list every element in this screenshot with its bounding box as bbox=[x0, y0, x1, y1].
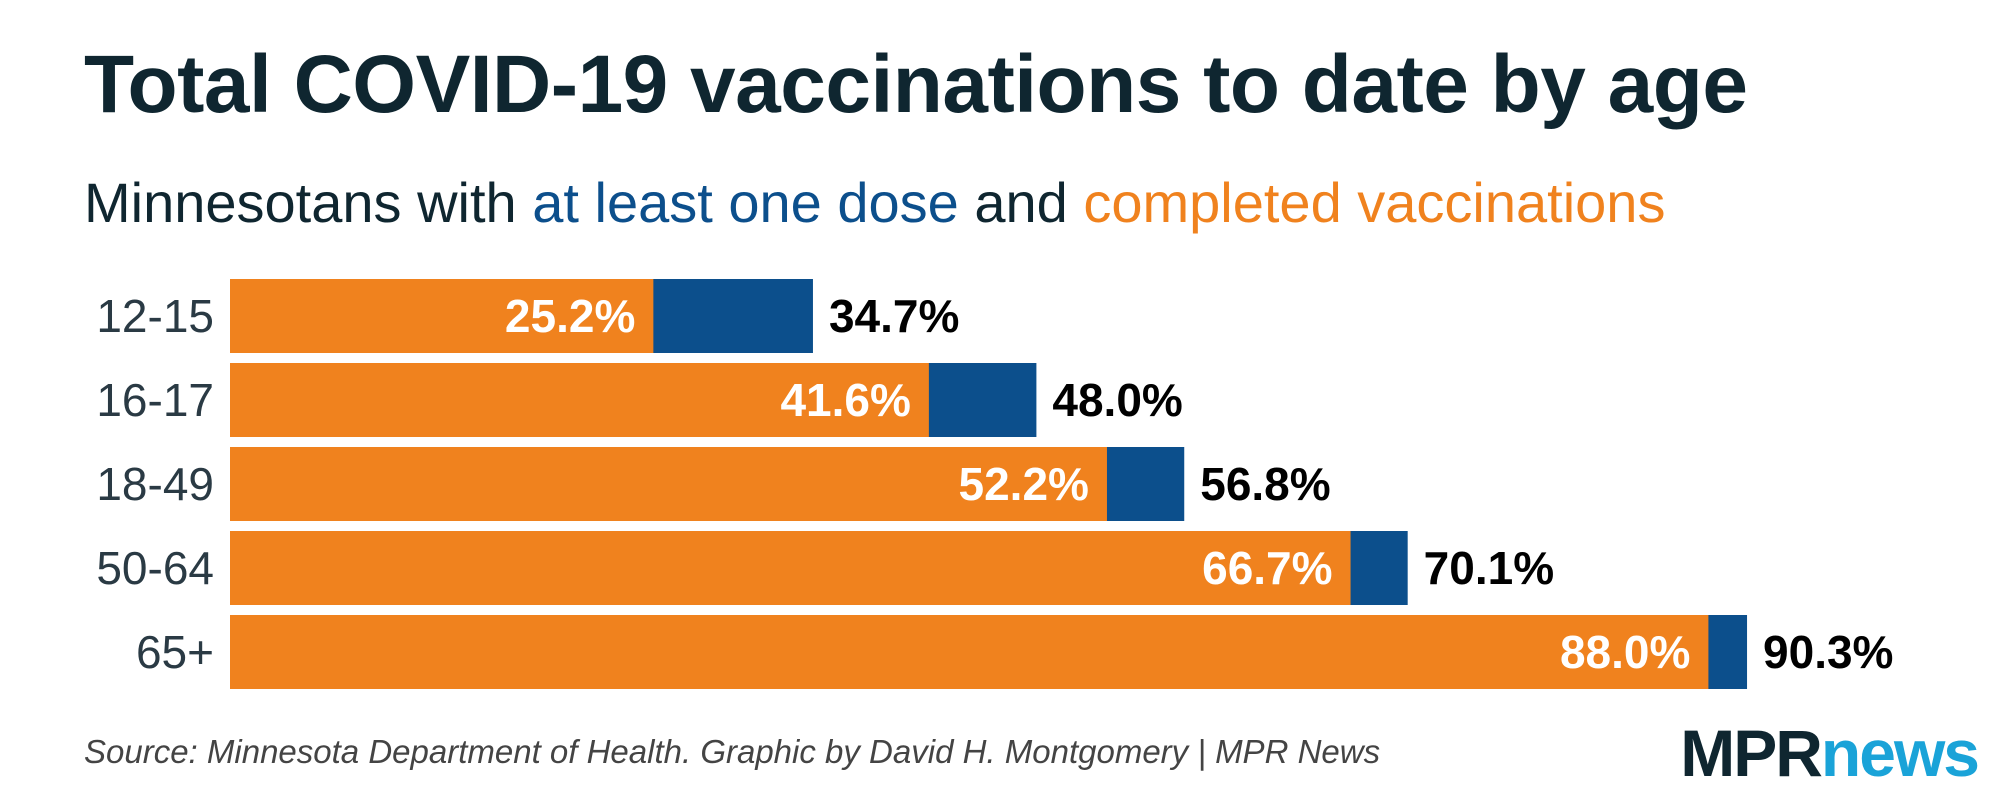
chart-subtitle: Minnesotans with at least one dose and c… bbox=[84, 170, 1665, 235]
completed-value-label-65+: 88.0% bbox=[1560, 626, 1690, 678]
category-label-18-49: 18-49 bbox=[96, 458, 214, 510]
completed-value-label-50-64: 66.7% bbox=[1202, 542, 1332, 594]
mpr-news-logo: MPRnews bbox=[1680, 715, 1980, 791]
category-label-16-17: 16-17 bbox=[96, 374, 214, 426]
dose-value-label-12-15: 34.7% bbox=[829, 290, 959, 342]
dose-value-label-16-17: 48.0% bbox=[1052, 374, 1182, 426]
completed-bar-12-15 bbox=[230, 279, 654, 353]
completed-bar-65+ bbox=[230, 615, 1709, 689]
subtitle-completed-legend: completed vaccinations bbox=[1083, 171, 1666, 234]
completed-value-label-16-17: 41.6% bbox=[780, 374, 910, 426]
dose-value-label-50-64: 70.1% bbox=[1424, 542, 1554, 594]
source-note: Source: Minnesota Department of Health. … bbox=[84, 733, 1381, 770]
subtitle-prefix: Minnesotans with bbox=[84, 171, 517, 234]
dose-value-label-18-49: 56.8% bbox=[1200, 458, 1330, 510]
category-label-65+: 65+ bbox=[136, 626, 214, 678]
category-label-50-64: 50-64 bbox=[96, 542, 214, 594]
chart-title: Total COVID-19 vaccinations to date by a… bbox=[84, 39, 1748, 130]
logo-mpr: MPR bbox=[1680, 716, 1823, 790]
dose-value-label-65+: 90.3% bbox=[1763, 626, 1893, 678]
category-label-12-15: 12-15 bbox=[96, 290, 214, 342]
completed-value-label-12-15: 25.2% bbox=[505, 290, 635, 342]
completed-bar-18-49 bbox=[230, 447, 1107, 521]
subtitle-dose-legend: at least one dose bbox=[532, 171, 959, 234]
completed-bar-50-64 bbox=[230, 531, 1351, 605]
logo-news: news bbox=[1820, 716, 1980, 790]
completed-value-label-18-49: 52.2% bbox=[959, 458, 1089, 510]
completed-bar-16-17 bbox=[230, 363, 929, 437]
subtitle-middle: and bbox=[974, 171, 1068, 234]
bar-chart: 12-15 25.2% 34.7% 16-17 41.6% 48.0% 18-49 52.2%… bbox=[96, 279, 1893, 689]
